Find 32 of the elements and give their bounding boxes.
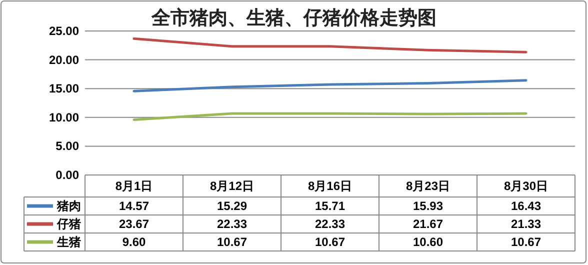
data-label: 15.71 [314, 199, 346, 213]
data-label: 10.67 [216, 235, 248, 249]
data-label: 22.33 [216, 217, 248, 231]
data-label: 22.33 [314, 217, 346, 231]
data-label: 9.60 [122, 235, 146, 249]
data-label: 15.29 [216, 199, 248, 213]
line-series [132, 79, 528, 92]
y-tick-label: 20.00 [48, 52, 80, 67]
x-tick-label: 8月23日 [406, 179, 450, 193]
y-tick-label: 25.00 [48, 24, 80, 38]
data-label: 23.67 [118, 217, 150, 231]
data-label: 15.93 [412, 199, 444, 213]
legend-label: 生猪 [56, 235, 81, 249]
chart-title: 全市猪肉、生猪、仔猪价格走势图 [150, 7, 436, 29]
x-tick-label: 8月30日 [504, 179, 548, 193]
data-label: 10.67 [510, 235, 542, 249]
data-label: 21.33 [510, 217, 542, 231]
data-label: 10.67 [314, 235, 346, 249]
data-label: 21.67 [412, 217, 444, 231]
x-tick-label: 8月12日 [210, 179, 254, 193]
data-label: 10.60 [412, 235, 444, 249]
y-tick-label: 5.00 [56, 139, 80, 154]
y-tick-label: 10.00 [48, 110, 80, 124]
legend-label: 猪肉 [56, 199, 81, 213]
y-tick-label: 0.00 [56, 168, 80, 182]
y-tick-label: 15.00 [48, 82, 80, 96]
data-label: 14.57 [118, 199, 150, 213]
x-tick-label: 8月1日 [115, 179, 153, 193]
line-series [132, 37, 528, 54]
x-tick-label: 8月16日 [308, 179, 352, 193]
data-label: 16.43 [510, 199, 542, 213]
legend-label: 仔猪 [56, 217, 81, 231]
